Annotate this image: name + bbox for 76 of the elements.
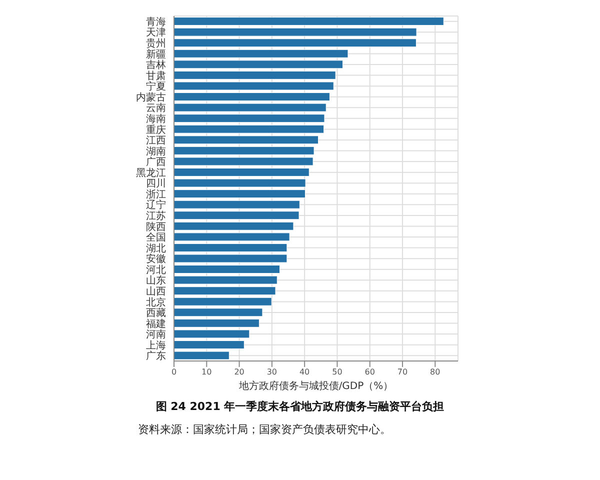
bar [174,265,280,274]
bar [174,254,288,263]
bar [174,17,444,26]
bar [174,232,290,242]
bar [174,124,324,134]
bar [174,157,314,166]
bar [174,60,344,69]
y-tick-label: 湖北 [146,242,166,254]
y-tick-label: 湖南 [146,145,166,158]
y-tick-label: 广东 [146,350,166,362]
bar [174,276,278,284]
y-tick-label: 云南 [146,102,166,114]
y-tick-label: 四川 [146,178,166,190]
x-tick-label: 20 [234,368,244,377]
bar [174,200,300,209]
bar [174,178,306,188]
y-tick-label: 上海 [146,339,166,352]
y-tick-label: 天津 [146,26,166,39]
bar [174,136,319,144]
y-tick-label: 贵州 [146,38,166,50]
x-tick-label: 0 [171,368,177,377]
bar [174,82,334,90]
y-tick-label: 江西 [146,134,166,147]
bar [174,114,325,123]
bar [174,28,417,36]
bar [174,49,348,58]
y-tick-label: 全国 [146,232,166,244]
bar [174,222,294,230]
bar [174,308,263,317]
y-tick-label: 黑龙江 [136,166,166,179]
x-tick-label: 60 [364,368,375,377]
bar [174,70,336,80]
bar [174,103,326,112]
bar [174,330,250,338]
y-tick-label: 江苏 [146,210,166,222]
y-tick-label: 浙江 [146,188,166,200]
y-tick-label: 吉林 [146,59,166,72]
bar [174,211,300,220]
y-tick-label: 山东 [146,274,166,287]
x-tick-label: 80 [430,368,440,377]
x-tick-label: 70 [397,368,408,377]
x-tick-label: 30 [266,368,278,377]
y-tick-label: 山西 [146,285,166,298]
text: 资料来源：国家统计局；国家资产负债表研究中心。 [138,422,392,437]
bar [174,351,230,360]
bar [174,168,310,176]
bar [174,38,416,48]
y-tick-label: 西藏 [146,307,166,320]
bar [174,340,244,349]
bar [174,92,330,102]
bar [174,286,276,296]
text: 图 24 2021 年一季度末各省地方政府债务与融资平台负担 [154,399,446,414]
y-tick-label: 陕西 [146,220,166,233]
x-tick-label: 50 [332,368,342,377]
bar [174,243,288,252]
y-tick-label: 安徽 [146,253,166,266]
y-tick-label: 福建 [146,318,166,330]
y-tick-label: 广西 [146,156,166,168]
y-tick-label: 河北 [146,264,166,276]
y-tick-label: 河南 [146,328,166,341]
bar [174,297,272,306]
x-tick-label: 10 [202,368,212,377]
x-axis-title: 地方政府债务与城投债/GDP（%） [238,380,394,392]
y-tick-label: 甘肃 [146,70,166,82]
bar [174,146,314,155]
bar [174,318,260,328]
y-tick-label: 海南 [146,112,166,125]
x-tick-label: 40 [299,368,310,377]
y-tick-label: 宁夏 [146,80,166,93]
y-tick-label: 北京 [146,296,166,308]
y-tick-label: 青海 [146,16,166,28]
y-tick-label: 辽宁 [146,199,166,212]
y-tick-label: 新疆 [146,48,166,60]
y-tick-label: 内蒙古 [136,91,166,104]
y-tick-label: 重庆 [146,124,166,136]
bar [174,190,306,198]
